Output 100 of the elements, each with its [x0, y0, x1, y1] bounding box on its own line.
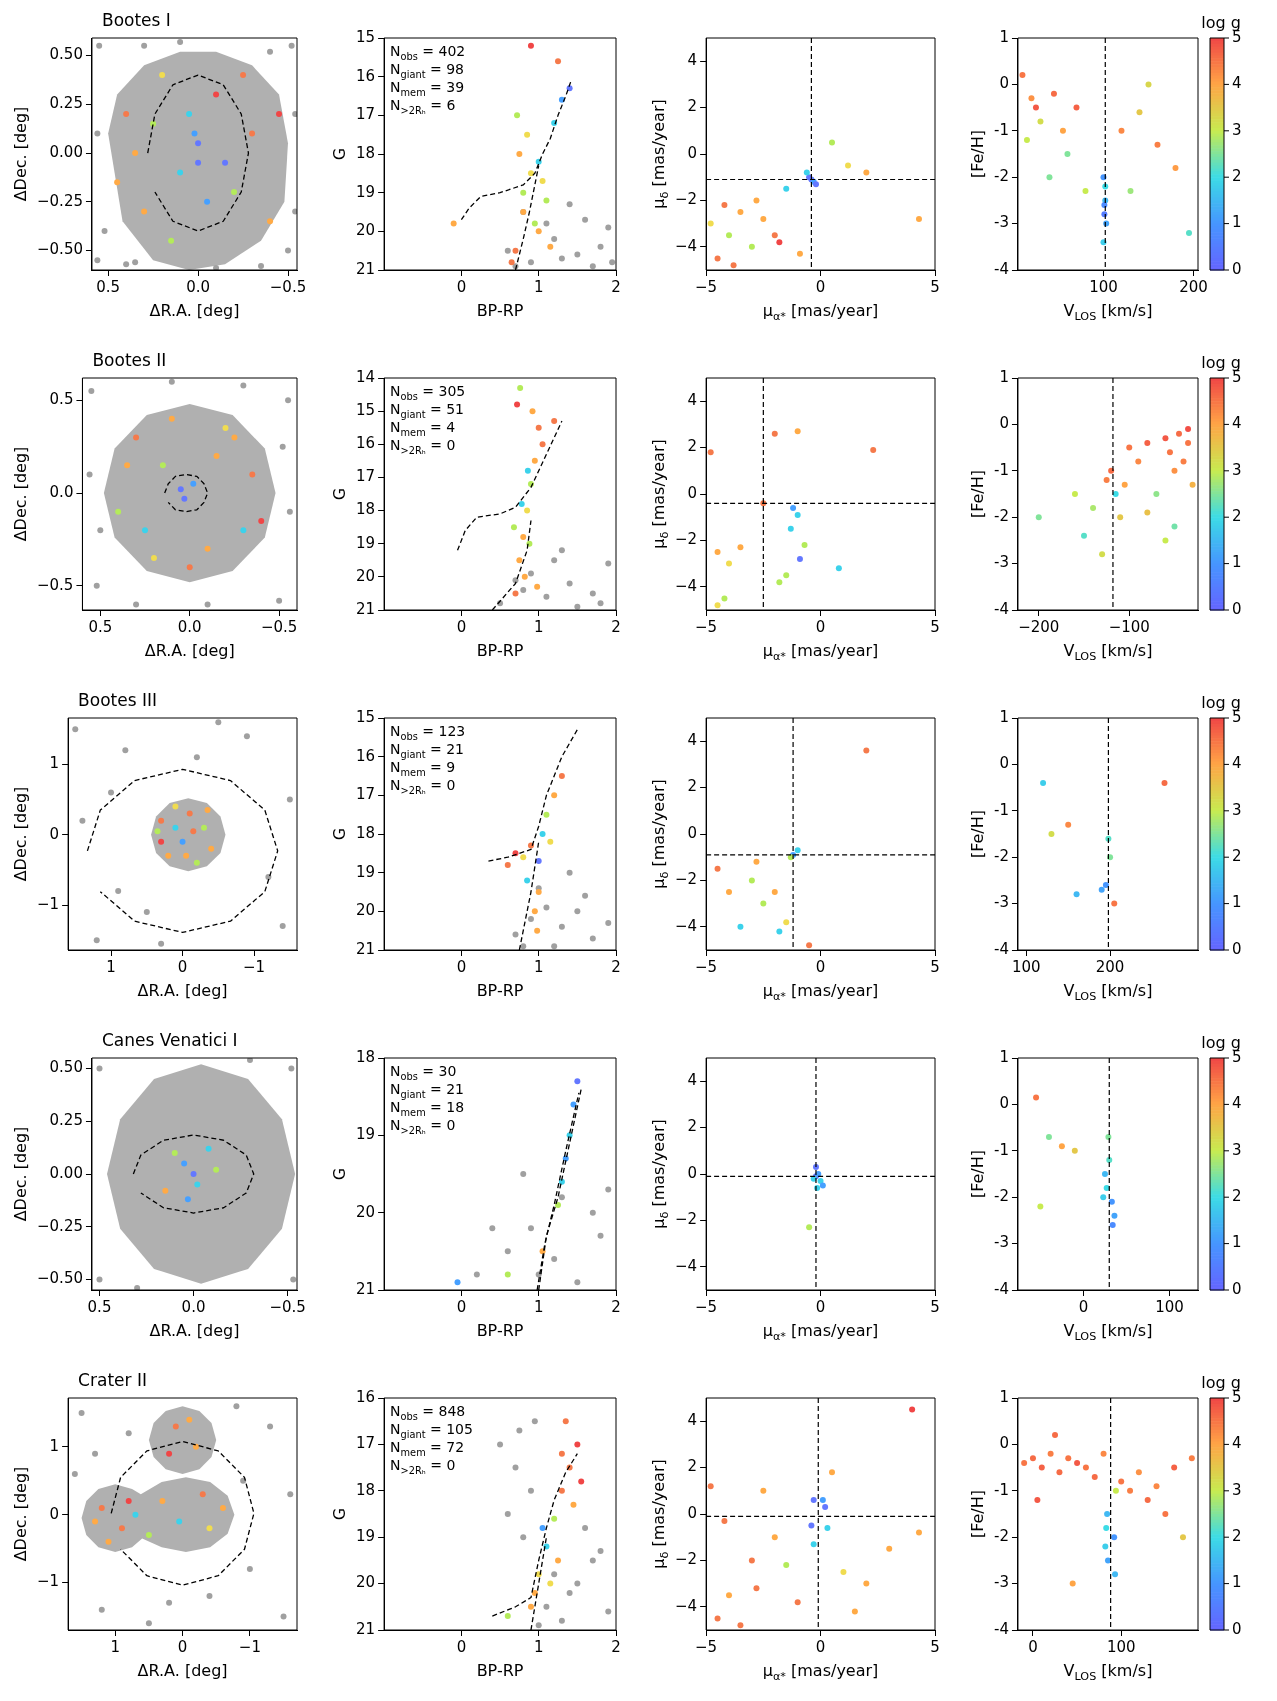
y-tick-label: −4: [674, 1596, 698, 1615]
x-tick-label: 0.5: [87, 1297, 112, 1316]
color-bar-label: 0: [1232, 1619, 1242, 1638]
y-tick-label: -4: [993, 1619, 1009, 1638]
y-tick-label: -1: [993, 1480, 1009, 1499]
x-tick-label: 5: [930, 1297, 940, 1316]
color-bar-label: 1: [1232, 893, 1242, 912]
x-tick-label: −1: [243, 957, 266, 976]
color-bar-label: 4: [1232, 74, 1242, 93]
color-bar-label: 2: [1232, 847, 1242, 866]
y-tick-label: -4: [993, 599, 1009, 618]
y-tick-label: -1: [993, 800, 1009, 819]
x-axis-title: ΔR.A. [deg]: [149, 301, 240, 320]
y-tick-label: 21: [355, 1619, 376, 1638]
y-axis-title: [Fe/H]: [968, 1489, 987, 1539]
x-tick-label: 100: [1155, 1297, 1184, 1316]
x-axis-title: ΔR.A. [deg]: [144, 641, 235, 660]
color-bar-label: 0: [1232, 939, 1242, 958]
color-bar-label: 3: [1232, 800, 1242, 819]
x-tick-label: 0: [815, 617, 826, 636]
y-tick-label: 2: [687, 1457, 698, 1476]
y-tick-label: −2: [674, 1550, 698, 1569]
y-tick-label: 19: [355, 182, 376, 201]
x-tick-label: 0.0: [177, 617, 202, 636]
y-axis-title: [Fe/H]: [968, 1149, 987, 1199]
y-tick-label: -3: [993, 213, 1009, 232]
y-tick-label: 0: [687, 483, 698, 502]
x-tick-label: 0: [815, 1637, 826, 1656]
x-tick-label: 1: [533, 277, 544, 296]
y-tick-label: −0.25: [37, 191, 83, 210]
x-axis-title: BP-RP: [476, 301, 524, 320]
color-bar-label: 3: [1232, 120, 1242, 139]
color-bar-label: 2: [1232, 507, 1242, 526]
y-tick-label: 1: [49, 754, 60, 773]
x-tick-label: 0.5: [88, 617, 113, 636]
x-tick-label: 0.0: [181, 1297, 206, 1316]
x-axis-title: BP-RP: [476, 641, 524, 660]
y-axis-title: ΔDec. [deg]: [11, 106, 30, 202]
y-axis-title: ΔDec. [deg]: [11, 446, 30, 542]
y-tick-label: 0: [999, 1094, 1009, 1113]
y-tick-label: -2: [993, 1527, 1009, 1546]
y-tick-label: -2: [993, 1187, 1009, 1206]
y-tick-label: 20: [355, 1573, 376, 1592]
y-tick-label: 21: [355, 259, 376, 278]
y-axis-title: ΔDec. [deg]: [11, 786, 30, 882]
y-tick-label: -1: [993, 460, 1009, 479]
y-tick-label: -1: [993, 120, 1009, 139]
x-tick-label: −200: [1018, 617, 1060, 636]
x-axis-title: ΔR.A. [deg]: [137, 1661, 228, 1680]
color-bar-label: 4: [1232, 1434, 1242, 1453]
y-tick-label: −0.50: [37, 1269, 83, 1288]
y-axis-title: μδ [mas/year]: [649, 439, 671, 549]
y-tick-label: 0.00: [49, 1163, 83, 1182]
y-tick-label: -3: [993, 553, 1009, 572]
x-tick-label: −5: [695, 1297, 718, 1316]
chart-title: Bootes II: [92, 350, 167, 370]
y-tick-label: 0: [999, 74, 1009, 93]
y-tick-label: 0.25: [49, 94, 83, 113]
y-tick-label: 20: [355, 1202, 376, 1221]
y-tick-label: −0.25: [37, 1216, 83, 1235]
color-bar-label: 2: [1232, 1527, 1242, 1546]
y-axis-title: [Fe/H]: [968, 469, 987, 519]
x-tick-label: 200: [1095, 957, 1125, 976]
x-tick-label: 1: [533, 957, 544, 976]
x-tick-label: 1: [533, 1637, 544, 1656]
y-tick-label: 16: [355, 1387, 376, 1406]
y-tick-label: -3: [993, 1573, 1009, 1592]
y-tick-label: −2: [674, 1210, 698, 1229]
y-tick-label: 1: [999, 707, 1009, 726]
y-tick-label: 2: [687, 437, 698, 456]
x-axis-title: BP-RP: [476, 1661, 524, 1680]
y-tick-label: 20: [355, 566, 376, 585]
y-axis-title: μδ [mas/year]: [649, 99, 671, 209]
y-axis-title: μδ [mas/year]: [649, 1119, 671, 1229]
y-tick-label: 0: [687, 823, 698, 842]
y-tick-label: 0: [49, 824, 60, 843]
x-tick-label: −100: [1108, 617, 1150, 636]
y-tick-label: 16: [355, 434, 376, 453]
y-axis-title: [Fe/H]: [968, 129, 987, 179]
y-tick-label: −4: [674, 916, 698, 935]
y-axis-title: G: [330, 827, 349, 841]
y-tick-label: 0.50: [49, 1058, 83, 1077]
color-bar-label: 2: [1232, 167, 1242, 186]
x-tick-label: 2: [611, 1297, 621, 1316]
color-bar-label: 3: [1232, 460, 1242, 479]
x-tick-label: 1: [106, 957, 116, 976]
y-tick-label: 0: [687, 1163, 698, 1182]
y-tick-label: 1: [999, 1047, 1009, 1066]
y-tick-label: 17: [355, 1434, 376, 1453]
x-tick-label: 1: [110, 1637, 121, 1656]
y-tick-label: 0.25: [49, 1111, 83, 1130]
y-tick-label: 4: [687, 731, 698, 750]
color-bar-label: 4: [1232, 1094, 1242, 1113]
y-tick-label: -4: [993, 1279, 1009, 1298]
y-tick-label: 20: [355, 221, 376, 240]
y-tick-label: 4: [687, 1071, 698, 1090]
y-tick-label: 17: [355, 785, 376, 804]
chart-title: Canes Venatici I: [101, 1030, 238, 1050]
x-tick-label: 0: [456, 1637, 467, 1656]
y-tick-label: −1: [36, 894, 60, 913]
